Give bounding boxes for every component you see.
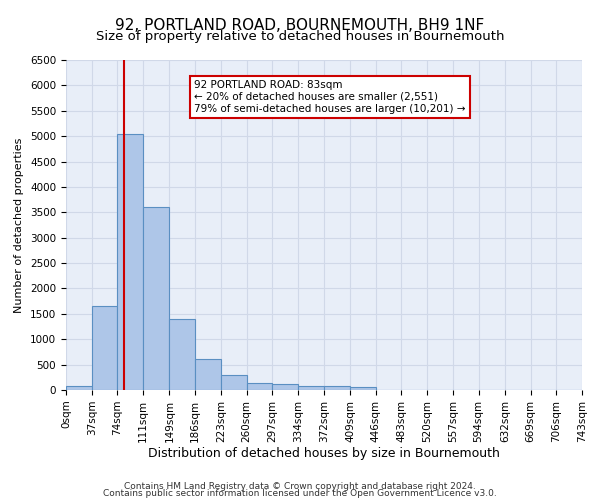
Bar — [143, 207, 169, 390]
Bar — [350, 388, 376, 390]
Text: Contains public sector information licensed under the Open Government Licence v3: Contains public sector information licen… — [103, 490, 497, 498]
Bar — [66, 386, 92, 390]
Text: 92 PORTLAND ROAD: 83sqm
← 20% of detached houses are smaller (2,551)
79% of semi: 92 PORTLAND ROAD: 83sqm ← 20% of detache… — [194, 80, 466, 114]
Bar — [247, 383, 272, 390]
Bar — [195, 358, 221, 390]
Text: Size of property relative to detached houses in Bournemouth: Size of property relative to detached ho… — [96, 30, 504, 43]
Text: Contains HM Land Registry data © Crown copyright and database right 2024.: Contains HM Land Registry data © Crown c… — [124, 482, 476, 491]
Bar — [92, 306, 118, 390]
Bar — [272, 384, 298, 390]
Bar — [169, 319, 195, 390]
Bar — [325, 386, 350, 390]
X-axis label: Distribution of detached houses by size in Bournemouth: Distribution of detached houses by size … — [148, 448, 500, 460]
Text: 92, PORTLAND ROAD, BOURNEMOUTH, BH9 1NF: 92, PORTLAND ROAD, BOURNEMOUTH, BH9 1NF — [115, 18, 485, 32]
Bar — [118, 134, 143, 390]
Bar — [221, 376, 247, 390]
Y-axis label: Number of detached properties: Number of detached properties — [14, 138, 25, 312]
Bar — [298, 386, 325, 390]
